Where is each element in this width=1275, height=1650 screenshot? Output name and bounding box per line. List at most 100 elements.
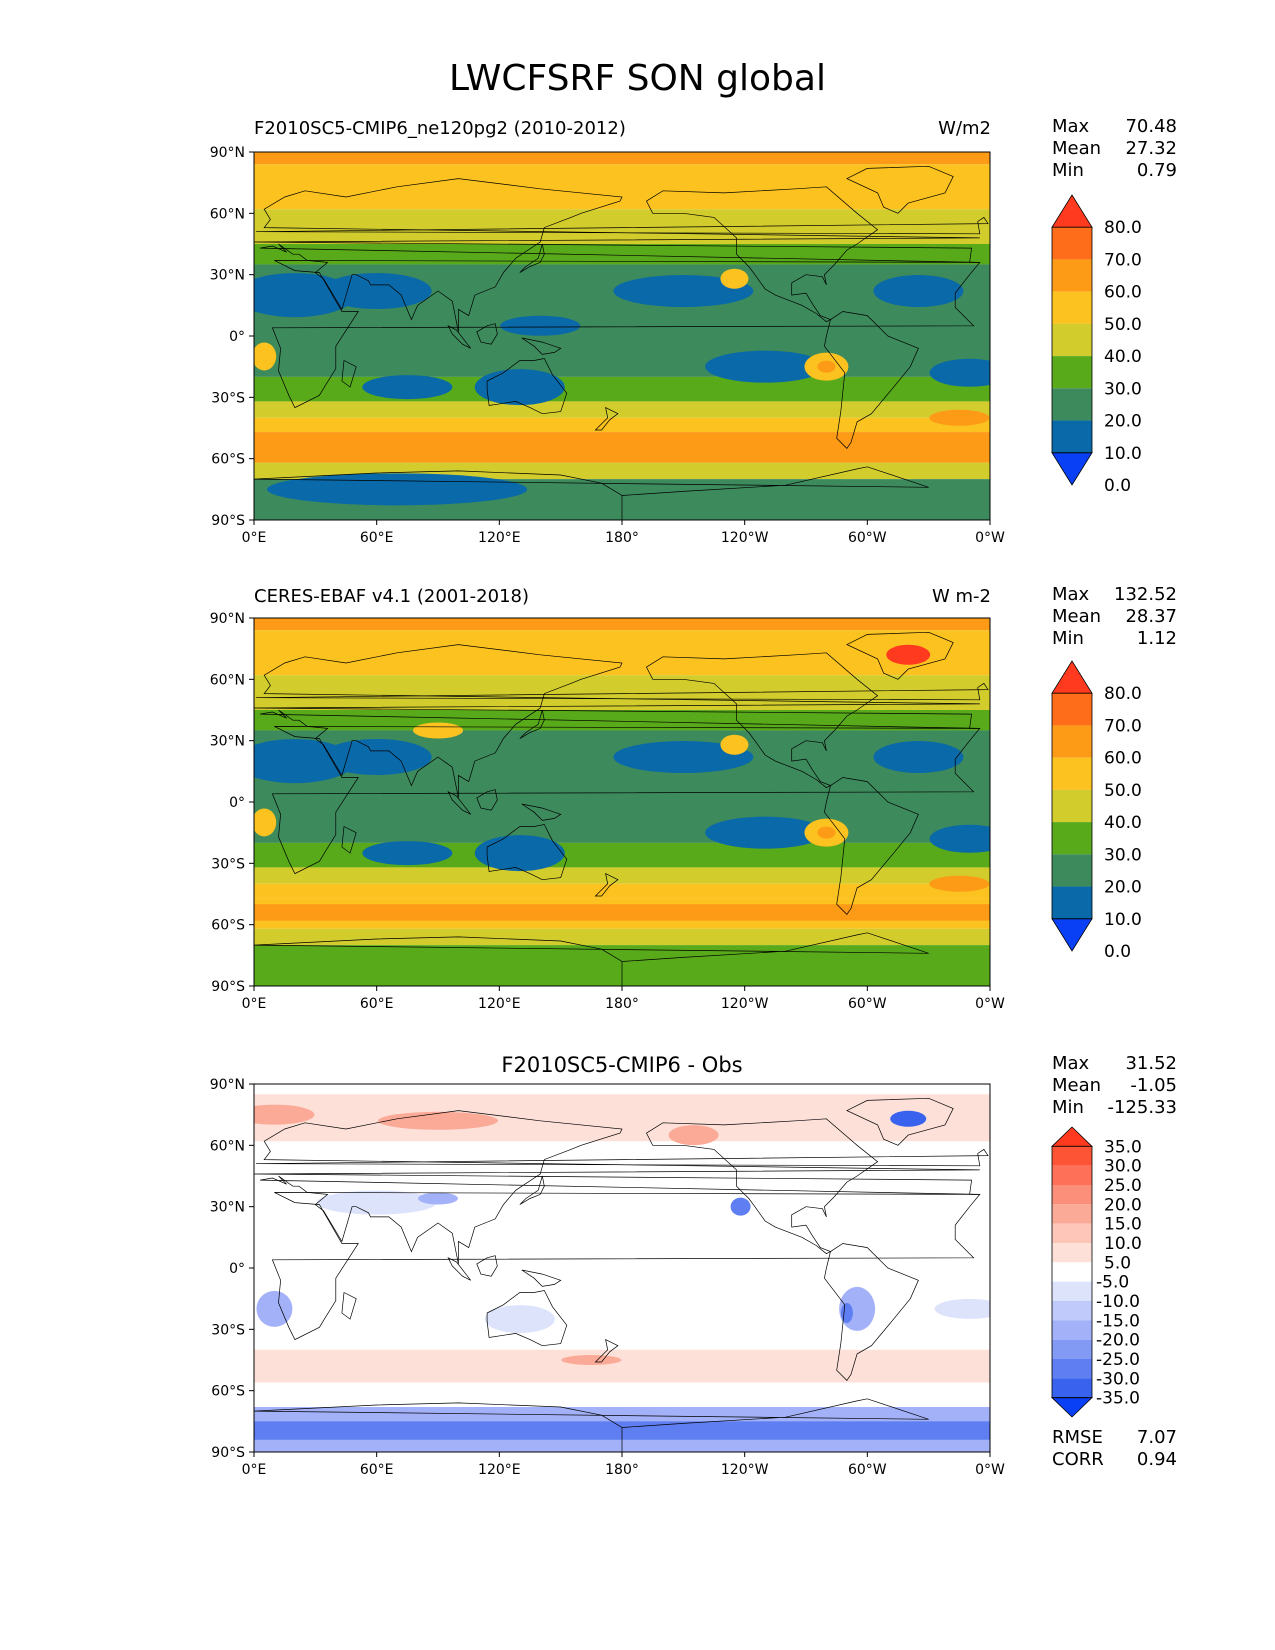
lon-tick-label: 60°E	[360, 1462, 394, 1478]
lat-tick-label: 90°S	[211, 979, 245, 995]
colorbar-tick-label: 30.0	[1104, 1157, 1142, 1177]
stat-corr: CORR 0.94	[1052, 1449, 1177, 1471]
lon-tick-label: 180°	[605, 530, 639, 546]
triangle-extend-max-icon	[1051, 660, 1093, 694]
coast-australia	[486, 1290, 568, 1347]
stat-label: Mean	[1052, 138, 1102, 159]
lat-tick-label: 60°N	[210, 672, 245, 688]
colorbar-segment	[1052, 822, 1092, 855]
colorbar-tick-label: 60.0	[1104, 283, 1142, 303]
lon-tick-label: 0°E	[242, 1462, 267, 1478]
field-band-pole	[254, 618, 990, 631]
colorbar-2: 35.030.025.020.015.010.05.0-5.0-10.0-15.…	[1051, 1126, 1142, 1418]
lat-tick-label: 90°S	[211, 1445, 245, 1461]
colorbar-tick-label: 50.0	[1104, 781, 1142, 801]
colorbar-tick-label: -20.0	[1096, 1331, 1140, 1351]
lat-tick-label: 0°	[229, 795, 245, 811]
lat-tick-label: 90°N	[210, 611, 245, 627]
lon-tick-label: 60°W	[848, 530, 887, 546]
panel-model: F2010SC5-CMIP6_ne120pg2 (2010-2012) W/m2…	[0, 0, 1275, 460]
field-blob-australia	[474, 369, 565, 406]
field-blob-greenland-neg	[890, 1110, 927, 1127]
field-blob-australia	[474, 835, 565, 872]
field-blob-antarctic-interior	[267, 473, 528, 506]
colorbar-segment	[1052, 291, 1092, 324]
colorbar-tick-label: 15.0	[1104, 1215, 1142, 1235]
lon-tick-label: 120°W	[721, 996, 769, 1012]
colorbar-segment	[1052, 1320, 1092, 1340]
stat-mean: Mean 27.32	[1052, 138, 1177, 160]
field-blob-namibia-sc	[254, 808, 277, 837]
field-blob-natl-dry	[873, 275, 964, 308]
stat-label: RMSE	[1052, 1427, 1103, 1448]
coast-madagascar	[341, 359, 357, 388]
panel-units: W m-2	[931, 586, 991, 607]
colorbar-tick-label: 80.0	[1104, 684, 1142, 704]
field-blob-australia-neg	[484, 1305, 555, 1334]
field-band-pole	[254, 152, 990, 165]
colorbar-tick-label: 40.0	[1104, 813, 1142, 833]
coast-eurasia	[254, 178, 980, 332]
triangle-extend-min-icon	[1051, 1397, 1093, 1418]
colorbar-tick-label: 5.0	[1104, 1253, 1131, 1273]
panel-diff: F2010SC5-CMIP6 - Obs Max 31.52 Mean -1.05 …	[0, 0, 1275, 1470]
coast-newguinea	[521, 803, 562, 821]
lat-tick-label: 30°N	[210, 734, 245, 750]
field-blob-greenland-hot	[886, 644, 931, 665]
lat-tick-label: 30°S	[211, 856, 245, 872]
field-blob-tibet	[413, 722, 463, 739]
lat-tick-label: 60°N	[210, 1138, 245, 1154]
colorbar-segment	[1052, 693, 1092, 726]
field-blob-sio-dry	[362, 375, 453, 400]
stats-box: Max 31.52 Mean -1.05 Min -125.33	[1052, 1053, 1177, 1119]
stat-max: Max 31.52	[1052, 1053, 1177, 1075]
colorbar-segment	[1052, 1301, 1092, 1321]
stat-mean: Mean 28.37	[1052, 606, 1177, 628]
stat-value: -125.33	[1107, 1097, 1177, 1118]
coast-borneo	[476, 323, 498, 345]
stat-value: 1.12	[1136, 628, 1177, 649]
field-band-storm-edge	[254, 417, 990, 433]
lat-tick-label: 60°S	[211, 452, 245, 468]
coast-madagascar	[341, 1291, 357, 1320]
colorbar-segment	[1052, 1339, 1092, 1359]
map-field	[254, 1084, 990, 1452]
panel-title-left: CERES-EBAF v4.1 (2001-2018)	[254, 586, 530, 607]
field-blob-sio-dry	[362, 841, 453, 866]
lat-tick-label: 90°S	[211, 513, 245, 529]
colorbar-segment	[1052, 1165, 1092, 1185]
field-blob-siberia-pink	[378, 1111, 498, 1130]
colorbar-segment	[1052, 886, 1092, 919]
panel-units: W/m2	[938, 118, 991, 139]
coast-greenland	[846, 631, 954, 680]
colorbar-segment	[1052, 789, 1092, 823]
colorbar-segment	[1052, 1281, 1092, 1301]
colorbar-segment	[1052, 1378, 1092, 1398]
coast-uk	[255, 682, 989, 701]
colorbar-tick-label: 0.0	[1104, 942, 1131, 962]
stat-value: 0.79	[1136, 160, 1177, 181]
lon-tick-label: 0°W	[975, 996, 1005, 1012]
coast-australia	[486, 824, 568, 881]
lon-tick-label: 60°E	[360, 996, 394, 1012]
lon-tick-label: 0°E	[242, 996, 267, 1012]
panel-title-center: F2010SC5-CMIP6 - Obs	[501, 1053, 743, 1077]
colorbar-frame	[1051, 692, 1093, 920]
panel-obs: CERES-EBAF v4.1 (2001-2018) W m-2 Max 132…	[0, 0, 1275, 649]
colorbar-tick-label: 20.0	[1104, 1195, 1142, 1215]
colorbar-tick-label: 35.0	[1104, 1137, 1142, 1157]
colorbar-segment	[1052, 259, 1092, 292]
map-0: 90°N 60°N 30°N 0° 30°S 60°S 90°S0°E 60°E 120°E 18…	[210, 145, 1005, 546]
stat-value: 0.94	[1136, 1449, 1177, 1470]
coast-greenland	[846, 1097, 954, 1146]
coast-japan	[519, 243, 545, 273]
lat-tick-label: 60°S	[211, 1384, 245, 1400]
field-blob-calif-sc	[720, 734, 749, 755]
field-blob-satl-dry	[929, 824, 990, 853]
field-band-smid	[254, 867, 990, 884]
field-blob-peru-core	[817, 826, 836, 839]
field-blob-arabia	[321, 273, 432, 310]
stats-box: Max 70.48 Mean 27.32 Min 0.79	[1052, 116, 1177, 182]
coastlines	[254, 1097, 989, 1452]
stat-label: Max	[1052, 116, 1090, 137]
